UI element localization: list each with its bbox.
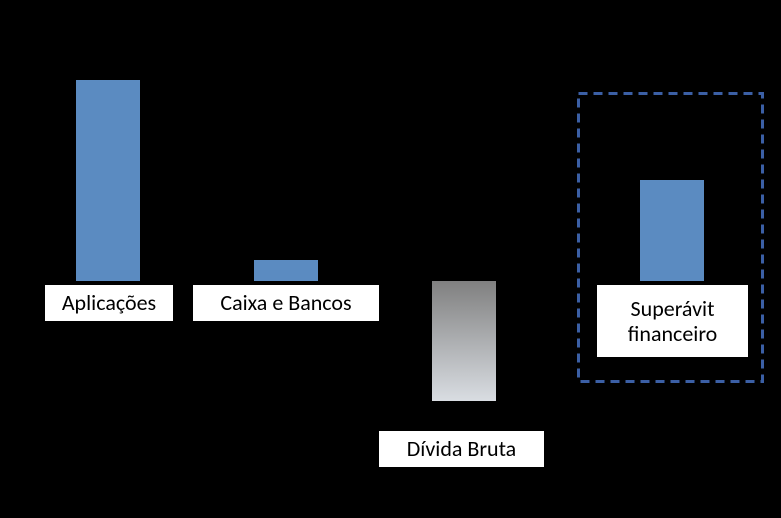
label-superavit: Superávitfinanceiro xyxy=(596,284,749,358)
label-caixa: Caixa e Bancos xyxy=(192,284,380,322)
bar-caixa xyxy=(254,260,318,281)
waterfall-chart: Aplicações Caixa e Bancos Dívida Bruta S… xyxy=(0,0,781,518)
label-aplicacoes: Aplicações xyxy=(44,284,174,322)
label-superavit-text: Superávitfinanceiro xyxy=(628,296,718,347)
label-divida: Dívida Bruta xyxy=(378,430,545,468)
label-caixa-text: Caixa e Bancos xyxy=(220,290,351,315)
bar-aplicacoes xyxy=(76,80,140,281)
label-divida-text: Dívida Bruta xyxy=(407,436,516,461)
bar-divida xyxy=(432,281,496,401)
label-aplicacoes-text: Aplicações xyxy=(62,290,156,315)
bar-superavit xyxy=(640,180,704,281)
